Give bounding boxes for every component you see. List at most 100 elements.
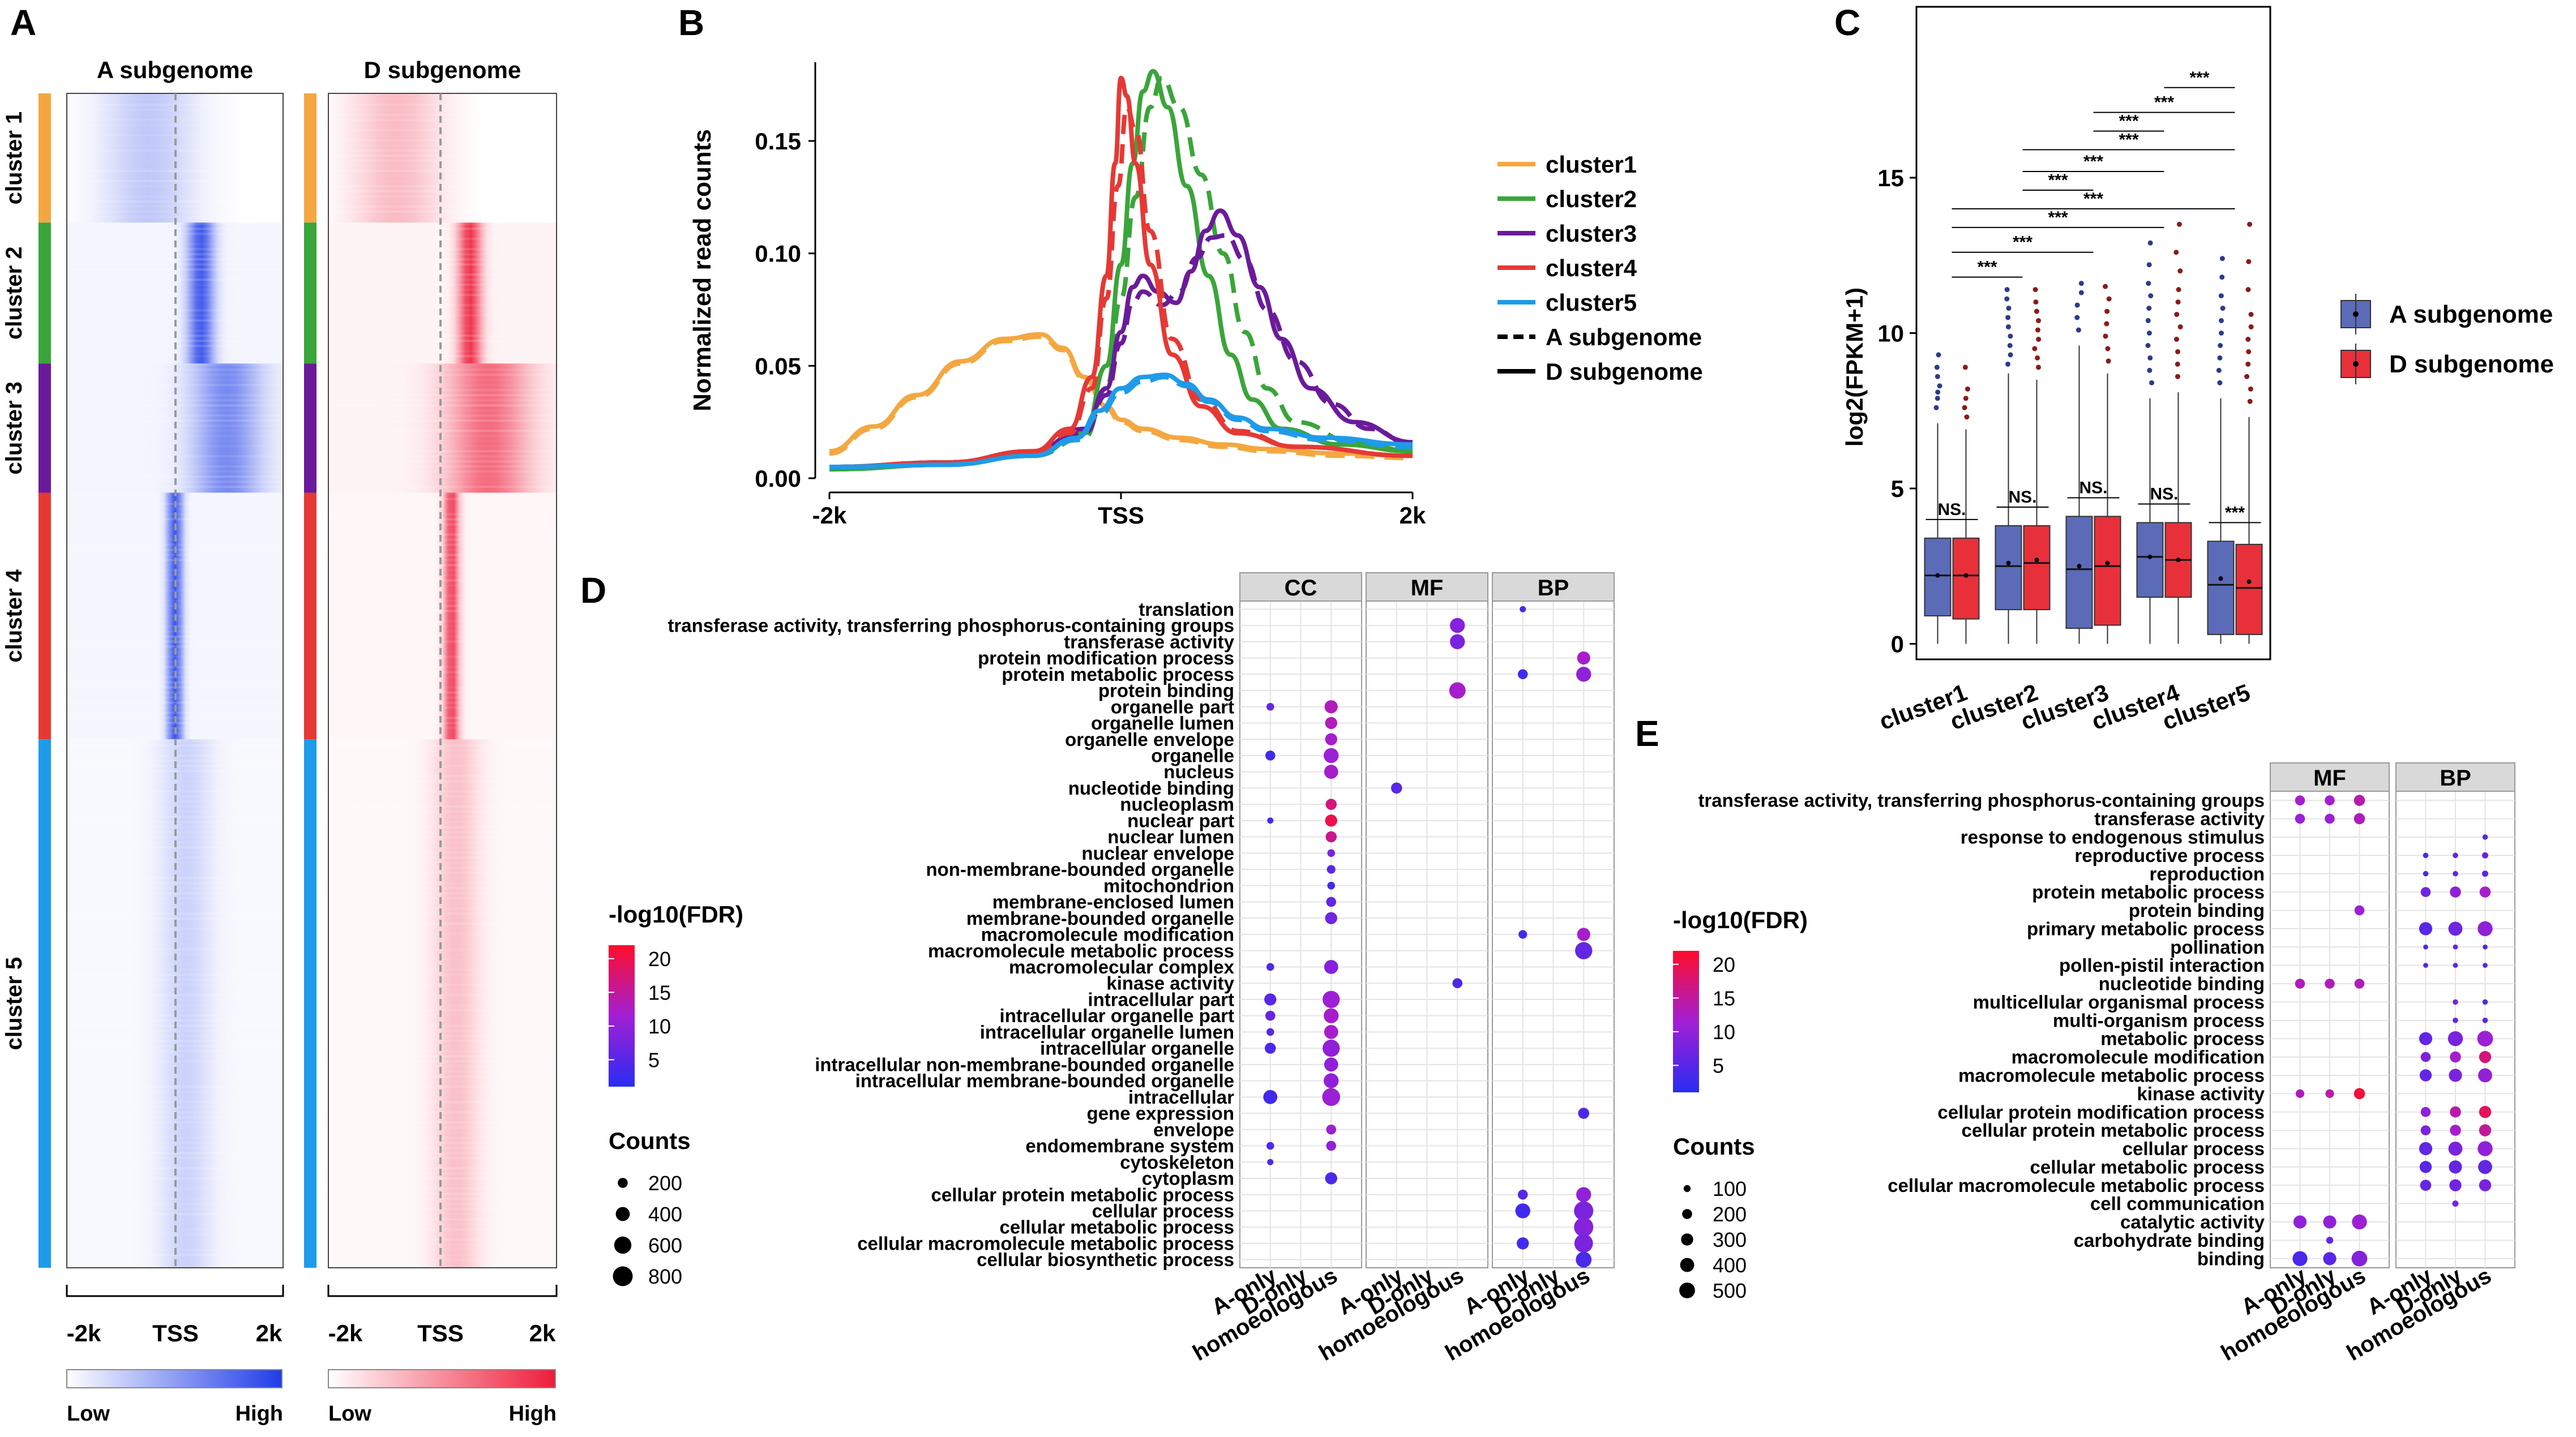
- c-mean-dot: [1935, 573, 1940, 578]
- d-facet-strip-bp: [1492, 572, 1615, 602]
- heatmap-row-texture: [328, 160, 557, 162]
- d-dot: [1576, 667, 1591, 682]
- heatmap-row-texture: [328, 775, 557, 778]
- cluster-bar-a-4: [38, 492, 51, 740]
- e-term-label: kinase activity: [2137, 1083, 2265, 1104]
- heatmap-row-texture: [67, 294, 283, 297]
- heatmap-row-texture: [67, 610, 283, 612]
- e-dot: [2423, 852, 2429, 859]
- heatmap-row-texture: [328, 958, 557, 961]
- b-y-axis-label: Normalized read counts: [688, 129, 716, 411]
- e-dot: [2449, 1160, 2462, 1174]
- e-term-label: catalytic activity: [2120, 1212, 2265, 1233]
- heatmap-row-texture: [328, 470, 557, 473]
- heatmap-row-texture: [328, 445, 557, 447]
- d-dot: [1324, 1057, 1338, 1072]
- heatmap-row-texture: [328, 739, 557, 742]
- c-outlier-point: [1964, 414, 1970, 420]
- c-box-d-subgenome-cluster3: [2094, 516, 2121, 626]
- heatmap-x-tick-2k: 2k: [529, 1320, 556, 1346]
- heatmap-row-texture: [67, 928, 283, 930]
- heatmap-row-texture: [328, 268, 557, 271]
- heatmap-row-texture: [328, 486, 557, 488]
- heatmap-row-texture: [328, 1167, 557, 1170]
- c-legend-label-a-subgenome: A subgenome: [2389, 301, 2553, 328]
- e-facet-label-mf: MF: [2313, 766, 2346, 791]
- heatmap-row-texture: [67, 1254, 283, 1256]
- e-dot: [2478, 1160, 2492, 1174]
- heatmap-title-a: A subgenome: [97, 57, 253, 83]
- e-facet-strip-bp: [2395, 762, 2515, 792]
- heatmap-row-texture: [328, 1213, 557, 1216]
- e-dot: [2419, 1032, 2433, 1045]
- cluster-label-3: cluster 3: [2, 381, 27, 475]
- heatmap-row-texture: [328, 435, 557, 437]
- heatmap-row-texture: [67, 216, 283, 218]
- d-term-label: protein binding: [1098, 680, 1234, 701]
- panel-label-d: D: [580, 570, 606, 611]
- heatmap-row-texture: [328, 190, 557, 192]
- c-outlier-point: [2246, 259, 2252, 264]
- heatmap-row-texture: [328, 424, 557, 427]
- d-dot: [1324, 1024, 1338, 1039]
- heatmap-row-texture: [328, 195, 557, 198]
- heatmap-row-texture: [328, 882, 557, 885]
- d-dot: [1264, 993, 1277, 1006]
- e-dot: [2450, 1125, 2461, 1136]
- c-mean-dot: [2176, 557, 2181, 563]
- heatmap-row-texture: [328, 1243, 557, 1246]
- c-outlier-point: [2146, 262, 2152, 268]
- heatmap-row-texture: [67, 124, 283, 126]
- e-dot: [2354, 905, 2365, 916]
- heatmap-row-texture: [328, 917, 557, 920]
- c-outlier-point: [2175, 361, 2180, 367]
- c-outlier-point: [1933, 405, 1939, 410]
- heatmap-row-texture: [328, 681, 557, 684]
- heatmap-row-texture: [328, 994, 557, 997]
- heatmap-row-texture: [328, 706, 557, 709]
- heatmap-row-texture: [328, 948, 557, 951]
- d-dot: [1324, 1008, 1339, 1023]
- b-y-tick-label: 0.10: [755, 241, 801, 267]
- heatmap-row-texture: [67, 892, 283, 895]
- heatmap-row-texture: [328, 841, 557, 844]
- c-outlier-point: [2032, 346, 2038, 351]
- e-dot: [2420, 1106, 2431, 1117]
- d-size-legend-dot: [618, 1178, 628, 1188]
- c-outlier-point: [2177, 324, 2183, 330]
- c-outlier-point: [2176, 287, 2181, 293]
- c-outlier-point: [2248, 386, 2253, 392]
- c-outlier-point: [2175, 349, 2181, 354]
- heatmap-x-tick-2k: -2k: [328, 1320, 363, 1346]
- heatmap-row-texture: [67, 589, 283, 592]
- e-color-legend-tick-label: 10: [1713, 1020, 1735, 1044]
- e-dot: [2420, 1125, 2431, 1135]
- heatmap-row-texture: [328, 1060, 557, 1063]
- heatmap-row-texture: [328, 604, 557, 607]
- b-y-tick-label: 0.15: [755, 128, 801, 155]
- heatmap-row-texture: [328, 615, 557, 617]
- d-dot: [1325, 814, 1337, 827]
- c-outlier-point: [2005, 324, 2011, 330]
- heatmap-row-texture: [328, 963, 557, 966]
- heatmap-row-texture: [328, 548, 557, 551]
- c-outlier-point: [2106, 296, 2112, 302]
- d-dot: [1265, 750, 1276, 761]
- c-outlier-point: [2218, 342, 2223, 348]
- heatmap-d-block-3: [328, 363, 557, 493]
- heatmap-row-texture: [328, 1040, 557, 1043]
- heatmap-row-texture: [67, 258, 283, 261]
- heatmap-row-texture: [328, 861, 557, 864]
- heatmap-row-texture: [328, 492, 557, 495]
- e-term-label: protein metabolic process: [2032, 882, 2265, 903]
- heatmap-row-texture: [328, 414, 557, 417]
- e-dot: [2453, 944, 2458, 950]
- heatmap-row-texture: [67, 284, 283, 286]
- heatmap-row-texture: [328, 928, 557, 930]
- e-dot: [2450, 1051, 2461, 1063]
- heatmap-row-texture: [328, 1126, 557, 1129]
- heatmap-row-texture: [328, 569, 557, 572]
- d-dot: [1517, 669, 1528, 680]
- b-x-tick-label: -2k: [812, 502, 847, 529]
- c-outlier-point: [2103, 333, 2108, 339]
